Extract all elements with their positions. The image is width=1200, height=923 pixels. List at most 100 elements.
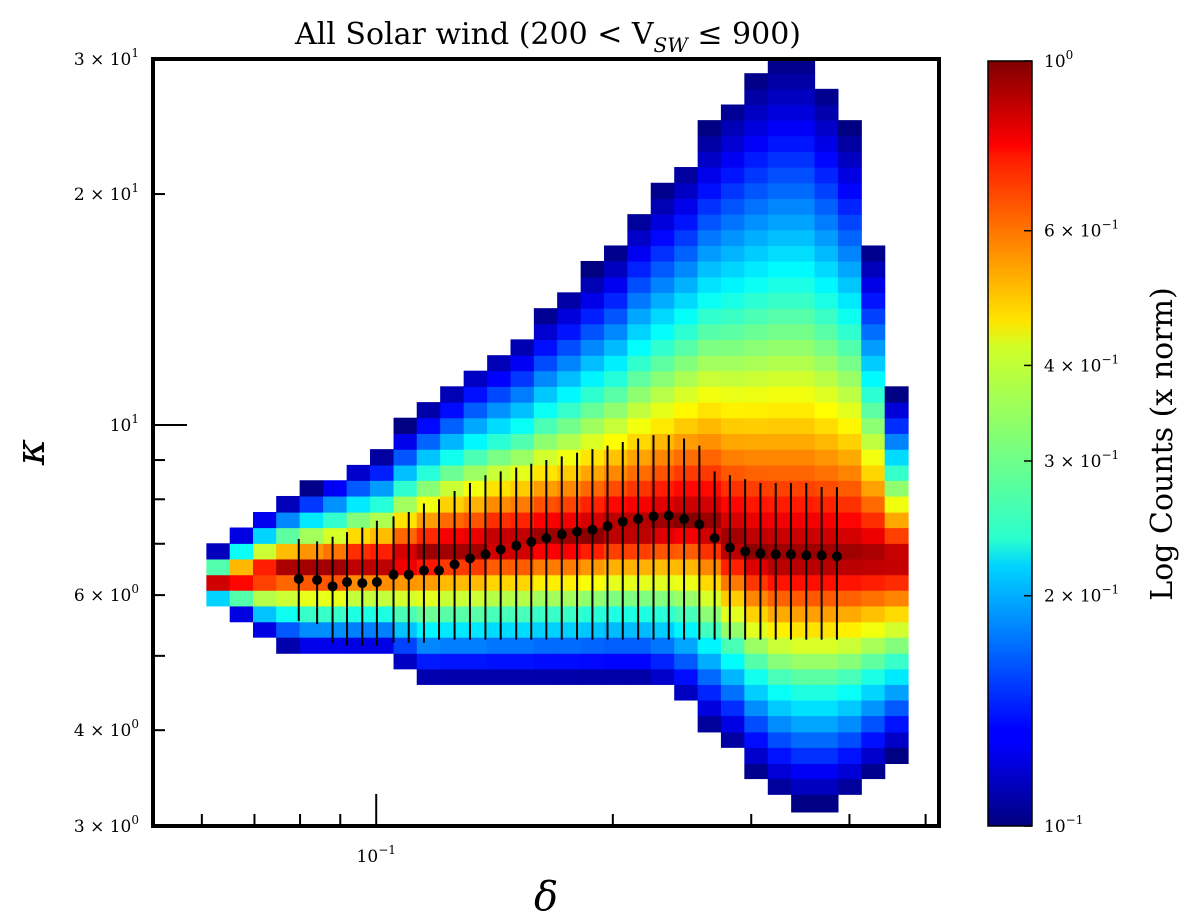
heatmap-cell <box>791 308 816 325</box>
colorbar-tick-label: 10−1 <box>1044 813 1083 837</box>
heatmap-cell <box>580 323 605 340</box>
heatmap-cell <box>674 167 699 184</box>
heatmap-cell <box>674 229 699 247</box>
heatmap-cell <box>744 229 769 247</box>
heatmap-cell <box>744 433 769 450</box>
heatmap-cell <box>650 339 675 356</box>
colorbar-label: Log Counts (x norm) <box>1145 287 1180 600</box>
heatmap-cell <box>861 763 886 780</box>
heatmap-cell <box>791 73 816 90</box>
heatmap-cell <box>416 433 441 450</box>
heatmap-cell <box>837 747 862 765</box>
heatmap-cell <box>791 260 816 278</box>
data-point <box>785 549 796 560</box>
heatmap-cell <box>487 433 512 450</box>
heatmap-cell <box>720 151 745 168</box>
heatmap-cell <box>744 763 769 780</box>
heatmap-cell <box>393 480 418 497</box>
heatmap-cell <box>627 543 652 560</box>
heatmap-cell <box>744 245 769 262</box>
heatmap-cell <box>463 590 488 607</box>
heatmap-cell <box>884 558 909 576</box>
heatmap-cell <box>814 747 839 765</box>
heatmap-cell <box>323 495 348 513</box>
heatmap-cell <box>861 637 886 654</box>
heatmap-cell <box>697 417 722 434</box>
heatmap-cell <box>791 699 816 717</box>
heatmap-cell <box>557 339 582 356</box>
heatmap-cell <box>604 276 628 293</box>
data-point <box>602 521 613 532</box>
heatmap-cell <box>814 182 839 200</box>
heatmap-cell <box>580 276 605 293</box>
heatmap-cell <box>674 621 699 638</box>
heatmap-cell <box>299 621 324 638</box>
heatmap-cell <box>767 621 792 638</box>
heatmap-cell <box>744 276 769 293</box>
heatmap-cell <box>767 684 792 701</box>
heatmap-cell <box>791 653 816 670</box>
heatmap-cell <box>837 449 862 466</box>
heatmap-cell <box>861 449 886 466</box>
heatmap-cell <box>674 308 699 325</box>
heatmap-cell <box>814 260 839 278</box>
heatmap-cell <box>463 386 488 403</box>
data-point <box>526 536 537 547</box>
heatmap-cell <box>791 668 816 685</box>
heatmap-cell <box>814 699 839 717</box>
heatmap-cell <box>861 323 886 340</box>
heatmap-cell <box>884 747 909 765</box>
heatmap-cell <box>533 637 558 654</box>
heatmap-cell <box>744 512 769 529</box>
heatmap-cell <box>697 355 722 372</box>
heatmap-cell <box>346 605 371 623</box>
heatmap-cell <box>720 135 745 153</box>
heatmap-cell <box>510 402 535 419</box>
heatmap-cell <box>767 699 792 717</box>
heatmap-cell <box>884 417 909 434</box>
heatmap-cell <box>650 637 675 654</box>
heatmap-cell <box>744 527 769 544</box>
heatmap-cell <box>837 778 862 795</box>
heatmap-cell <box>744 386 769 403</box>
heatmap-cell <box>487 480 512 497</box>
heatmap-cell <box>767 731 792 748</box>
heatmap-cell <box>674 214 699 231</box>
heatmap-cell <box>697 167 722 184</box>
heatmap-cell <box>627 637 652 654</box>
heatmap-cell <box>604 339 628 356</box>
heatmap-cell <box>323 480 348 497</box>
heatmap-cell <box>814 355 839 372</box>
heatmap-cell <box>697 590 722 607</box>
heatmap-cell <box>463 464 488 481</box>
data-point <box>633 514 644 525</box>
heatmap-cell <box>650 229 675 247</box>
heatmap-cell <box>720 260 745 278</box>
heatmap-cell <box>697 182 722 200</box>
heatmap-cell <box>627 495 652 513</box>
heatmap-cell <box>487 449 512 466</box>
heatmap-cell <box>837 590 862 607</box>
heatmap-cell <box>814 731 839 748</box>
heatmap-cell <box>299 637 324 654</box>
heatmap-cell <box>814 229 839 247</box>
heatmap-cell <box>814 763 839 780</box>
heatmap-cell <box>837 574 862 591</box>
heatmap-cell <box>323 590 348 607</box>
heatmap-cell <box>416 574 441 591</box>
heatmap-cell <box>674 182 699 200</box>
heatmap-cell <box>393 637 418 654</box>
heatmap-cell <box>837 355 862 372</box>
heatmap-cell <box>744 104 769 121</box>
heatmap-cell <box>370 495 395 513</box>
heatmap-cell <box>884 637 909 654</box>
heatmap-cell <box>674 668 699 685</box>
heatmap-cell <box>627 668 652 685</box>
data-point <box>293 573 304 584</box>
heatmap-cell <box>463 621 488 638</box>
heatmap-cell <box>580 417 605 434</box>
heatmap-cell <box>487 621 512 638</box>
heatmap-cell <box>697 480 722 497</box>
heatmap-cell <box>837 512 862 529</box>
heatmap-cell <box>393 590 418 607</box>
